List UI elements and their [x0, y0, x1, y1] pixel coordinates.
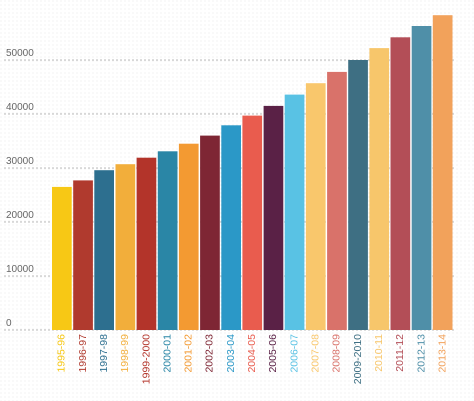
bar-2012-13 — [411, 26, 432, 330]
bar-2010-11 — [369, 48, 390, 330]
x-tick-label: 2008-09 — [331, 334, 343, 373]
x-tick-label: 2006-07 — [288, 334, 300, 373]
x-tick-label: 1999-2000 — [140, 334, 152, 384]
bar-1995-96 — [52, 186, 72, 330]
x-tick-label: 2003-04 — [225, 334, 237, 373]
x-tick-label: 2004-05 — [246, 334, 258, 373]
bar-2008-09 — [327, 71, 347, 331]
x-tick-label: 2013-14 — [436, 334, 448, 373]
x-tick-label: 1996-97 — [77, 334, 89, 373]
bar-2004-05 — [242, 115, 263, 330]
x-tick-label: 2009-2010 — [352, 334, 364, 384]
bar-2013-14 — [432, 15, 453, 330]
x-tick-label: 2011-12 — [394, 334, 406, 372]
bar-2000-01 — [157, 151, 178, 330]
bar-1998-99 — [115, 164, 136, 330]
bar-1997-98 — [94, 170, 114, 330]
bar-1996-97 — [73, 180, 93, 330]
y-tick-label: 20000 — [6, 210, 34, 221]
x-tick-label: 2012-13 — [415, 334, 427, 373]
bar-2001-02 — [178, 143, 199, 330]
bar-2009-2010 — [348, 60, 368, 330]
x-tick-label: 2002-03 — [204, 334, 216, 373]
y-tick-label: 10000 — [6, 264, 34, 275]
bar-2007-08 — [305, 83, 326, 330]
bars — [52, 15, 453, 331]
y-tick-label: 30000 — [6, 156, 34, 167]
x-tick-label: 1997-98 — [98, 334, 110, 373]
x-tick-label: 2001-02 — [183, 334, 195, 373]
y-tick-label: 50000 — [6, 48, 34, 59]
bar-1999-2000 — [136, 157, 157, 330]
x-tick-label: 1998-99 — [119, 334, 131, 373]
bar-2006-07 — [284, 94, 305, 330]
bar-2002-03 — [200, 135, 220, 330]
x-tick-label: 2007-08 — [309, 334, 321, 373]
x-axis-labels: 1995-96 1996-97 1997-98 1998-99 1999-2000 200… — [56, 334, 449, 384]
x-tick-label: 2005-06 — [267, 334, 279, 373]
y-axis-ticks: 0 10000 20000 30000 40000 50000 — [6, 48, 34, 329]
bar-2005-06 — [263, 105, 284, 331]
y-tick-label: 0 — [6, 318, 12, 329]
y-tick-label: 40000 — [6, 102, 34, 113]
x-tick-label: 2010-11 — [373, 334, 385, 372]
x-tick-label: 1995-96 — [56, 334, 68, 373]
bar-2003-04 — [221, 125, 241, 330]
x-tick-label: 2000-01 — [161, 334, 173, 373]
bar-2011-12 — [390, 37, 411, 331]
